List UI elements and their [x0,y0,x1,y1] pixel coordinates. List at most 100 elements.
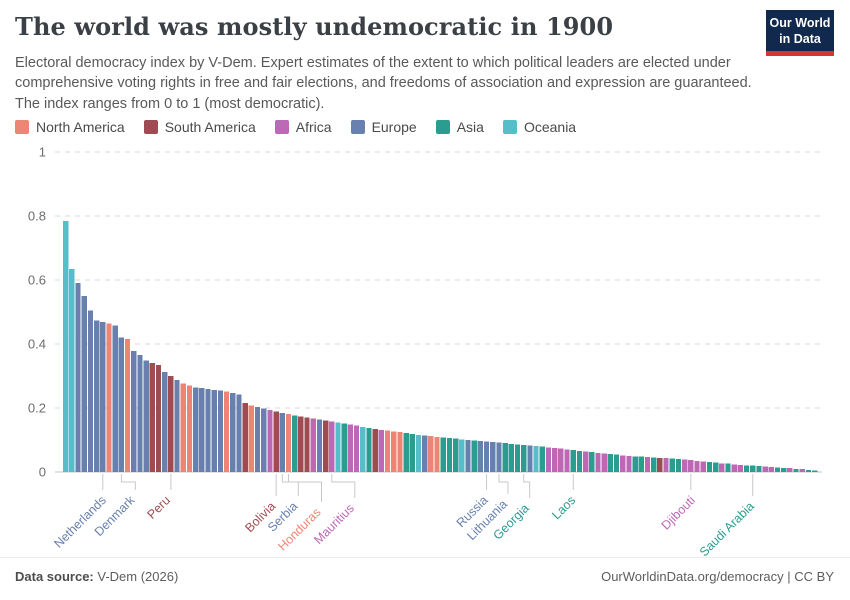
bar[interactable] [719,463,725,472]
bar[interactable] [700,461,706,472]
bar[interactable] [211,389,217,472]
bar[interactable] [651,457,657,472]
owid-logo[interactable]: Our World in Data [766,10,834,56]
bar[interactable] [576,450,583,472]
bar[interactable] [106,323,112,472]
bar[interactable] [477,440,484,472]
bar[interactable] [180,383,186,472]
bar[interactable] [261,408,267,472]
bar[interactable] [81,296,87,472]
bar[interactable] [682,459,688,472]
bar[interactable] [199,388,205,472]
bar[interactable] [793,468,799,472]
bar[interactable] [601,453,607,472]
bar[interactable] [360,426,366,472]
bar[interactable] [675,459,682,472]
bar[interactable] [452,438,459,472]
bar[interactable] [434,436,440,472]
bar[interactable] [725,463,731,472]
bar[interactable] [93,320,100,472]
bar[interactable] [750,465,756,472]
x-axis-country-label[interactable]: Peru [144,493,173,522]
bar[interactable] [694,460,700,472]
bar[interactable] [143,360,149,472]
bar[interactable] [743,465,750,472]
bar[interactable] [230,392,236,472]
bar[interactable] [69,268,75,472]
bar[interactable] [552,448,558,472]
bar[interactable] [669,458,675,472]
bar[interactable] [663,458,669,472]
bar[interactable] [378,429,384,472]
bar[interactable] [118,337,125,472]
bar[interactable] [688,460,694,472]
bar[interactable] [422,435,428,472]
bar[interactable] [124,339,131,472]
bar[interactable] [341,423,347,472]
bar[interactable] [112,325,118,472]
legend-item-africa[interactable]: Africa [274,119,332,135]
bar[interactable] [366,427,372,472]
bar[interactable] [347,424,354,472]
bar[interactable] [582,451,589,472]
bar[interactable] [811,470,818,472]
bar[interactable] [514,444,521,472]
bar[interactable] [236,394,242,472]
bar[interactable] [533,446,539,472]
bar[interactable] [205,388,211,472]
bar[interactable] [329,421,335,472]
bar[interactable] [626,456,632,472]
bar[interactable] [527,445,533,472]
legend-item-north-america[interactable]: North America [15,119,125,135]
legend-item-oceania[interactable]: Oceania [502,119,576,135]
bar[interactable] [192,387,199,472]
bar[interactable] [638,456,644,472]
bar[interactable] [706,462,713,472]
owid-link[interactable]: OurWorldinData.org/democracy [601,569,784,584]
bar[interactable] [787,468,793,472]
x-axis-country-label[interactable]: Djibouti [659,493,698,532]
bar[interactable] [310,418,316,472]
bar[interactable] [397,432,403,472]
bar[interactable] [459,439,465,472]
bar[interactable] [465,440,471,472]
x-axis-country-label[interactable]: Mauritius [311,501,357,547]
bar[interactable] [137,354,143,472]
bar[interactable] [248,405,254,472]
bar[interactable] [100,322,106,472]
x-axis-country-label[interactable]: Saudi Arabia [697,499,757,559]
bar[interactable] [774,467,781,472]
bar[interactable] [446,438,453,472]
bar[interactable] [781,467,787,472]
bar[interactable] [471,440,477,472]
bar[interactable] [564,449,570,472]
bar[interactable] [712,462,719,472]
bar[interactable] [335,422,341,472]
bar[interactable] [223,391,230,472]
bar[interactable] [254,407,261,472]
bar[interactable] [490,442,496,472]
bar[interactable] [762,466,768,472]
bar[interactable] [632,456,638,472]
bar[interactable] [217,390,224,472]
bar[interactable] [428,436,434,472]
legend-item-europe[interactable]: Europe [350,119,417,135]
bar[interactable] [353,425,360,472]
bar[interactable] [162,371,168,472]
bar[interactable] [391,431,397,472]
bar[interactable] [285,414,292,472]
bar[interactable] [242,403,248,472]
bar[interactable] [292,415,298,472]
x-axis-country-label[interactable]: Laos [549,493,578,522]
bar[interactable] [613,454,620,472]
bar[interactable] [174,380,180,472]
bar[interactable] [558,448,564,472]
bar[interactable] [545,447,552,472]
bar[interactable] [496,442,502,472]
bar[interactable] [768,466,774,472]
bar[interactable] [805,469,812,472]
bar[interactable] [570,450,576,472]
bar[interactable] [384,430,391,472]
legend-item-south-america[interactable]: South America [143,119,256,135]
bar[interactable] [304,417,310,472]
